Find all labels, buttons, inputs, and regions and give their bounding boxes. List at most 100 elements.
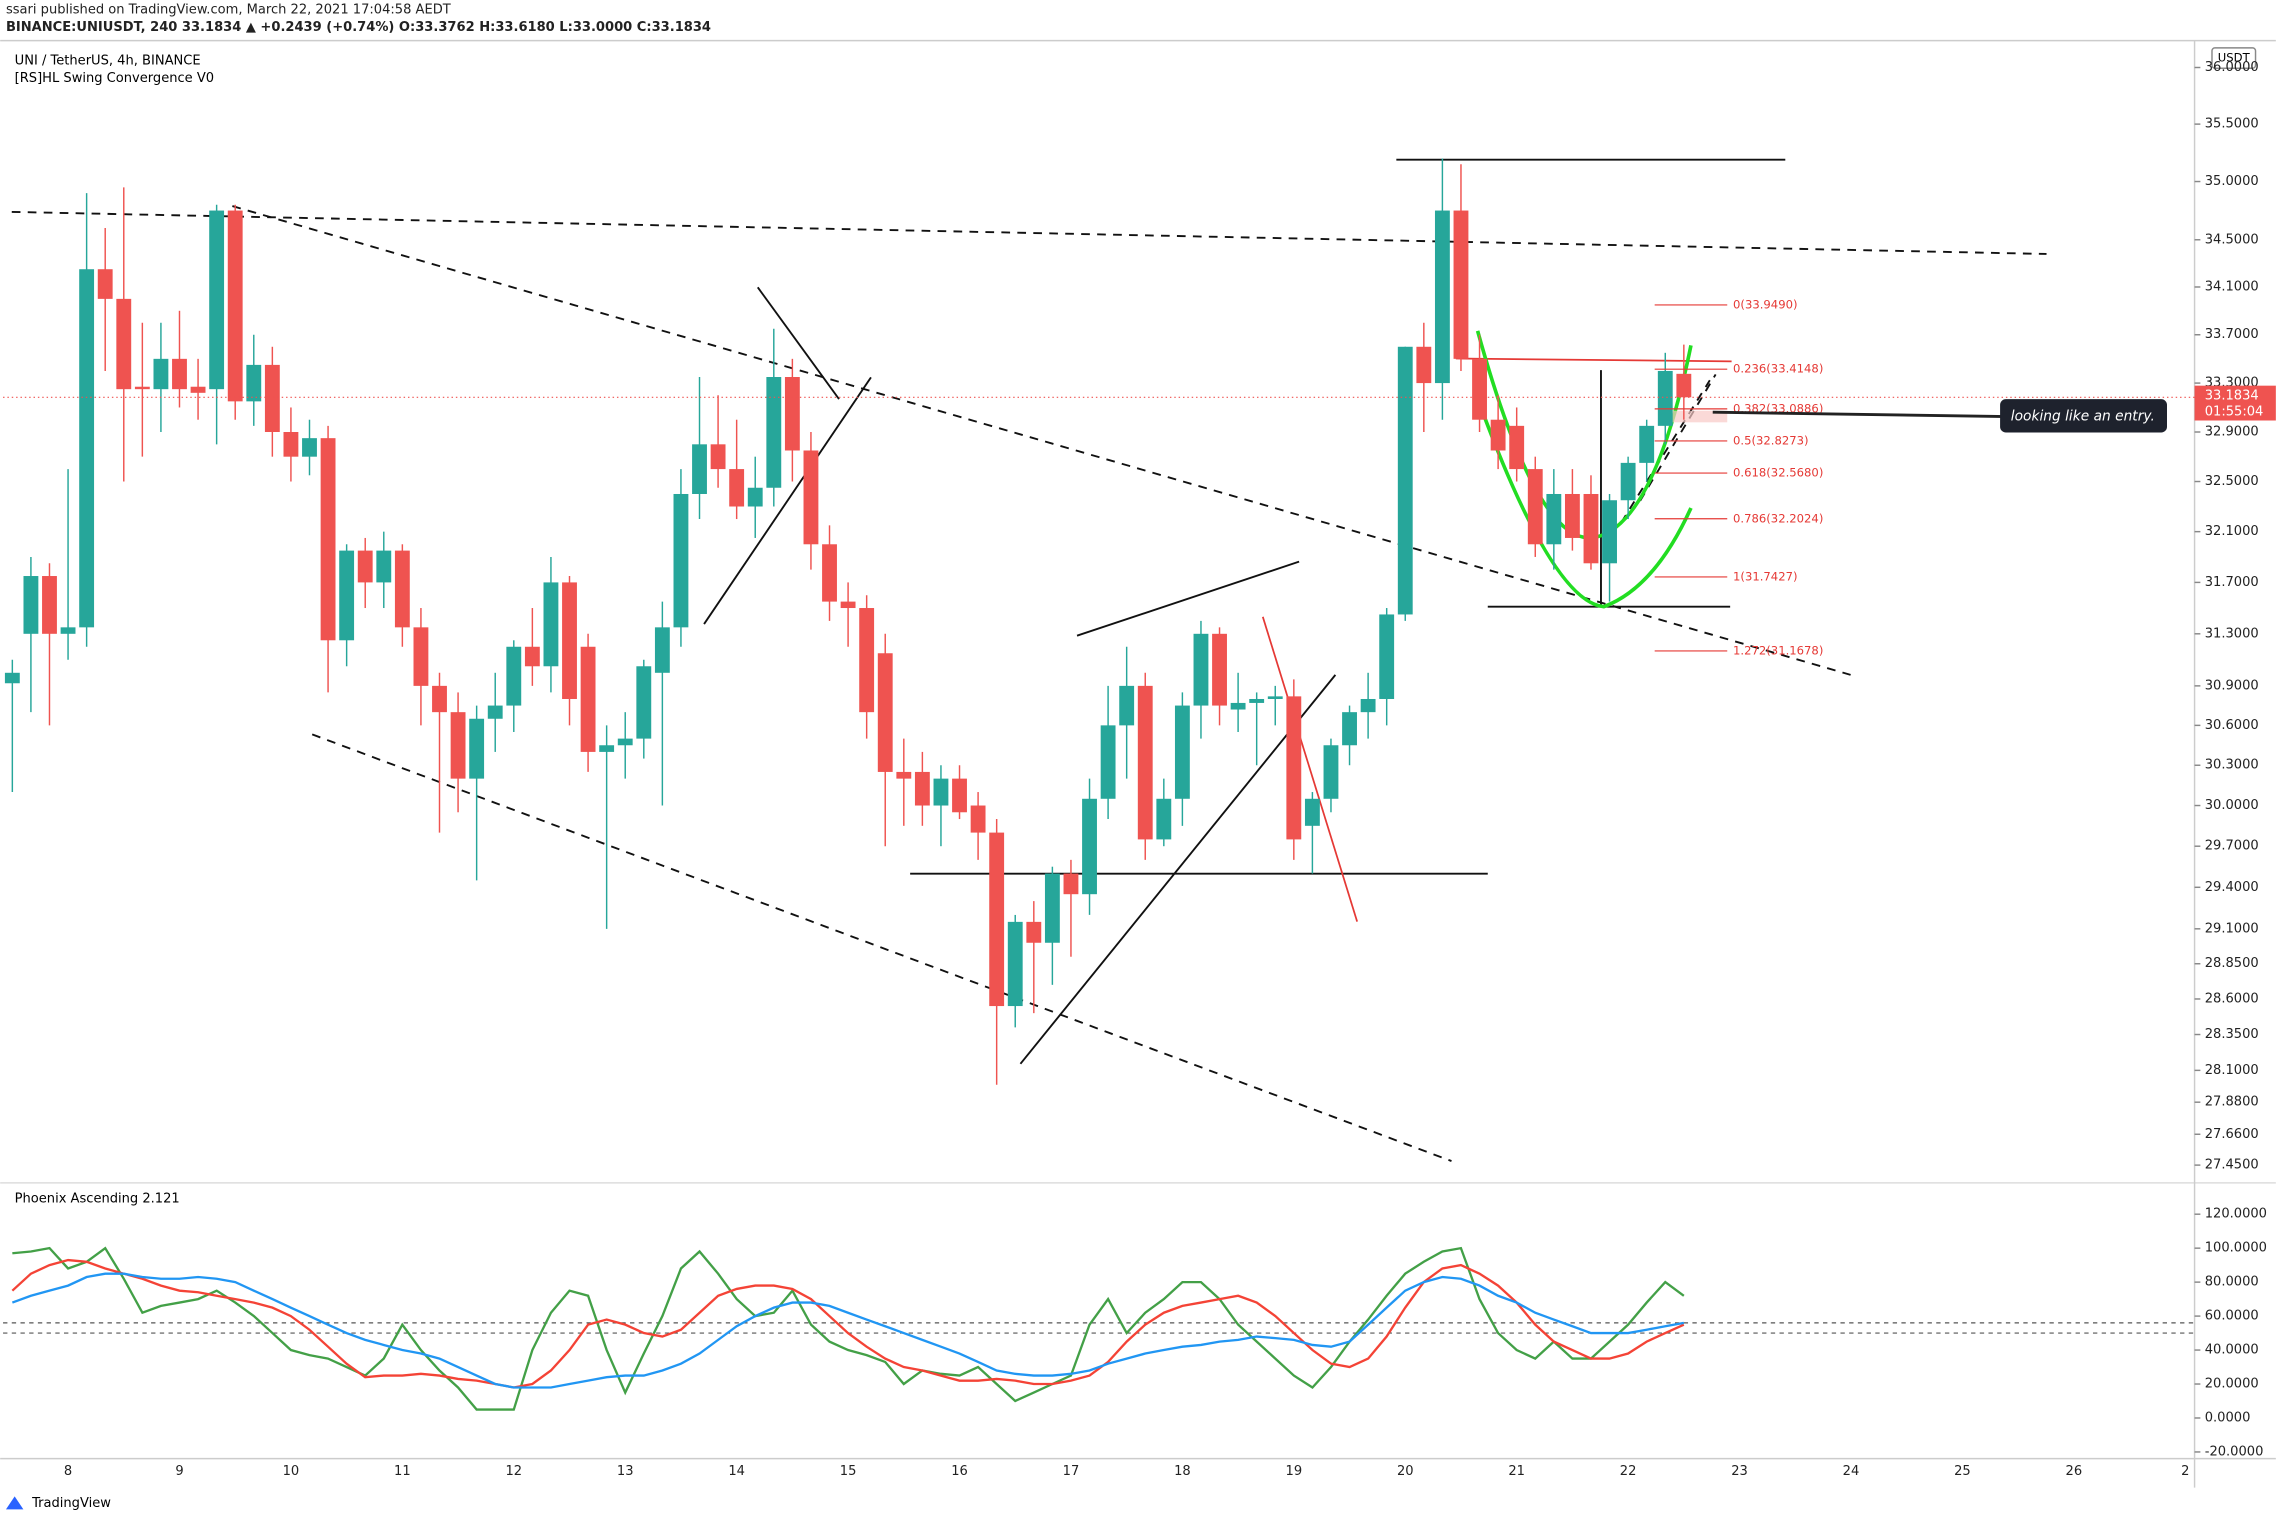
- candle-body: [1602, 500, 1617, 564]
- x-tick-label: 14: [728, 1464, 745, 1479]
- candle-body: [1472, 358, 1487, 420]
- candle-body: [153, 358, 169, 390]
- candle-body: [1527, 469, 1543, 545]
- trendline: [311, 733, 1452, 1162]
- candle-body: [766, 377, 782, 488]
- x-tick-label: 8: [64, 1464, 72, 1479]
- candle-body: [1137, 685, 1153, 840]
- candle-body: [896, 771, 912, 779]
- candle-body: [1267, 696, 1283, 699]
- candle-body: [23, 576, 39, 634]
- x-tick-label: 22: [1620, 1464, 1637, 1479]
- candle-body: [1082, 798, 1097, 895]
- candle-body: [654, 627, 670, 673]
- y-tick-label: 30.0000: [2205, 798, 2259, 813]
- marks: 36.0000 35.5000 35.0000 34.5000 34.1000 33.70…: [3, 60, 2276, 1479]
- logo: TradingView: [5, 1496, 111, 1511]
- x-tick-label: 23: [1731, 1464, 1748, 1479]
- y-tick-label: 27.4500: [2205, 1158, 2259, 1173]
- fib-label: 0.786(32.2024): [1733, 511, 1823, 525]
- annotation-pointer: [1712, 410, 2006, 418]
- candle-body: [1156, 798, 1172, 840]
- currency-box[interactable]: [2211, 47, 2257, 69]
- x-tick-label: 24: [1843, 1464, 1860, 1479]
- legend-title: UNI / TetherUS, 4h, BINANCE: [15, 53, 201, 68]
- candle-body: [543, 582, 559, 667]
- trendline: [1455, 357, 1732, 363]
- trendline: [1639, 373, 1717, 502]
- last-price-label: 33.1834: [2205, 388, 2259, 403]
- y-tick-label: 28.3500: [2205, 1027, 2259, 1042]
- y-tick-label: 28.8500: [2205, 956, 2259, 971]
- candle-body: [617, 738, 633, 746]
- candle-body: [1397, 346, 1413, 615]
- candle-body: [264, 364, 280, 433]
- published-line: ssari published on TradingView.com, Marc…: [6, 3, 451, 18]
- x-tick-label: 10: [283, 1464, 300, 1479]
- candle-body: [283, 432, 299, 457]
- fib-zone: [1666, 410, 1728, 423]
- candle-body: [302, 438, 317, 457]
- candle-body: [914, 771, 930, 806]
- candle-body: [116, 298, 132, 390]
- candle-body: [506, 646, 522, 706]
- candle-body: [692, 444, 707, 494]
- fib-label: 0.618(32.5680): [1733, 466, 1823, 480]
- candle-body: [803, 450, 819, 545]
- x-tick-label: 16: [951, 1464, 968, 1479]
- oscillator-title: Phoenix Ascending 2.121: [15, 1191, 180, 1206]
- x-tick-label: 17: [1063, 1464, 1080, 1479]
- x-tick-label: 21: [1508, 1464, 1525, 1479]
- candle-body: [320, 438, 336, 641]
- candle-body: [580, 646, 596, 752]
- cup-curve: [1478, 405, 1693, 609]
- candle-body: [970, 805, 986, 833]
- candle-body: [450, 712, 466, 779]
- candle-body: [376, 550, 392, 583]
- candle-body: [636, 666, 652, 739]
- candle-body: [952, 778, 967, 813]
- candle-body: [1416, 346, 1432, 384]
- currency: USDT: [2218, 51, 2251, 65]
- candle-body: [1249, 698, 1265, 703]
- candle-body: [1620, 462, 1636, 501]
- candle-body: [487, 705, 503, 719]
- candle-body: [394, 550, 410, 628]
- annotation-text: looking like an entry.: [2011, 409, 2155, 425]
- oscillator-line: [12, 1246, 1685, 1411]
- candle-body: [469, 718, 485, 779]
- x-tick-label: 25: [1954, 1464, 1971, 1479]
- candle-body: [1174, 705, 1190, 799]
- candle-body: [60, 627, 76, 634]
- candle-body: [1379, 614, 1395, 699]
- candle-body: [747, 487, 763, 507]
- y-tick-label: 0.0000: [2205, 1410, 2251, 1425]
- symbol-line: BINANCE:UNIUSDT, 240 33.1834 ▲ +0.2439 (…: [6, 20, 711, 35]
- candle-body: [1230, 702, 1246, 710]
- candle-body: [1304, 798, 1320, 826]
- y-tick-label: 120.0000: [2205, 1207, 2267, 1222]
- fib-label: 0.5(32.8273): [1733, 433, 1809, 447]
- x-tick-label: 20: [1397, 1464, 1414, 1479]
- candle-body: [172, 358, 187, 390]
- candle-body: [1639, 425, 1655, 463]
- trendline: [1620, 379, 1711, 523]
- candle-body: [989, 832, 1005, 1007]
- y-tick-label: 80.0000: [2205, 1275, 2259, 1290]
- oscillator-line: [11, 1272, 1685, 1389]
- candle-body: [1212, 633, 1227, 706]
- y-tick-label: 32.5000: [2205, 474, 2259, 489]
- candle-body: [1044, 873, 1060, 943]
- candle-body: [1676, 373, 1692, 398]
- y-tick-label: 40.0000: [2205, 1343, 2259, 1358]
- candle-body: [524, 646, 540, 667]
- y-tick-label: 36.0000: [2205, 60, 2259, 75]
- candle-body: [4, 672, 20, 684]
- annotation-box[interactable]: [2000, 399, 2167, 433]
- candle-body: [1063, 873, 1079, 895]
- candle-body: [1360, 698, 1376, 713]
- last-price-box: [2194, 385, 2276, 421]
- y-tick-label: 30.6000: [2205, 718, 2259, 733]
- candle-body: [784, 377, 800, 451]
